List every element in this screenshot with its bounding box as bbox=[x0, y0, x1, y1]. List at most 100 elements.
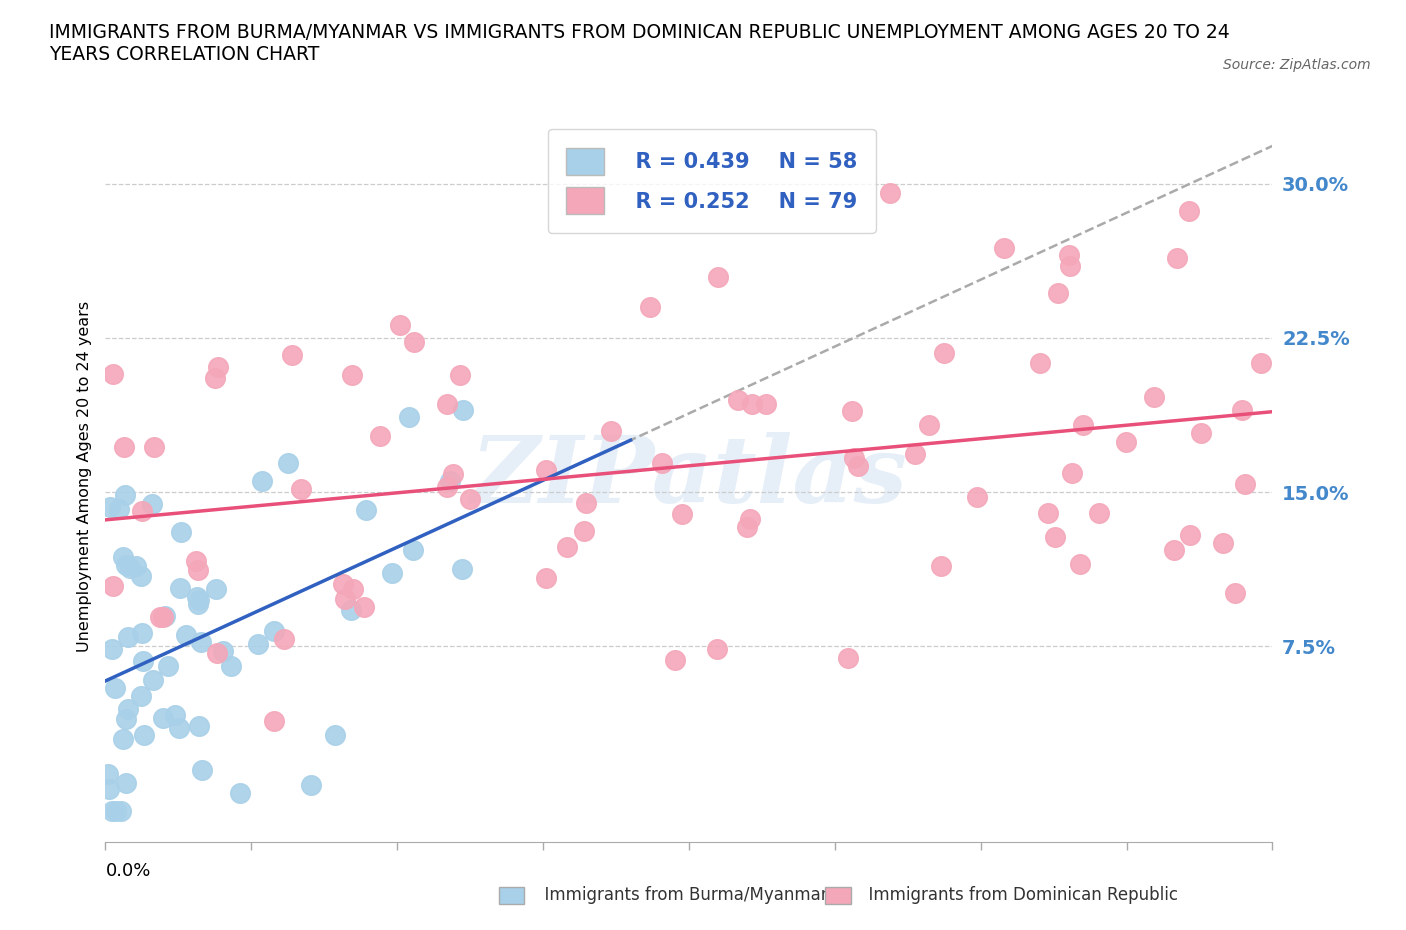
Point bbox=[97, 766, 120, 781]
Point bbox=[671, 506, 693, 521]
Point bbox=[129, 568, 152, 583]
Point bbox=[115, 776, 138, 790]
Point bbox=[100, 642, 122, 657]
Point bbox=[187, 718, 209, 733]
Point bbox=[98, 781, 121, 796]
Point bbox=[966, 490, 988, 505]
Point bbox=[1115, 435, 1137, 450]
Point bbox=[1057, 247, 1080, 262]
Point bbox=[188, 592, 211, 607]
Point bbox=[187, 563, 209, 578]
Point bbox=[281, 348, 304, 363]
Point bbox=[436, 396, 458, 411]
Text: 0.0%: 0.0% bbox=[105, 862, 150, 880]
Point bbox=[449, 367, 471, 382]
Point bbox=[1071, 418, 1094, 432]
Point bbox=[741, 396, 763, 411]
Point bbox=[152, 711, 174, 725]
Point bbox=[727, 392, 749, 407]
Point bbox=[738, 512, 761, 526]
Point bbox=[651, 456, 673, 471]
Text: IMMIGRANTS FROM BURMA/MYANMAR VS IMMIGRANTS FROM DOMINICAN REPUBLIC UNEMPLOYMENT: IMMIGRANTS FROM BURMA/MYANMAR VS IMMIGRA… bbox=[49, 23, 1230, 64]
Point bbox=[534, 570, 557, 585]
Point bbox=[846, 458, 869, 473]
Point bbox=[436, 479, 458, 494]
Point bbox=[451, 403, 474, 418]
Point bbox=[103, 578, 125, 593]
Point bbox=[1191, 425, 1213, 440]
Point bbox=[212, 644, 235, 658]
Point bbox=[263, 713, 285, 728]
Point bbox=[131, 654, 153, 669]
Point bbox=[98, 499, 121, 514]
Point bbox=[1043, 530, 1066, 545]
Point bbox=[190, 635, 212, 650]
Point bbox=[115, 558, 138, 573]
Point bbox=[575, 496, 598, 511]
Point bbox=[1038, 505, 1060, 520]
Point bbox=[246, 636, 269, 651]
Point bbox=[290, 482, 312, 497]
Point bbox=[735, 520, 758, 535]
Point bbox=[342, 367, 364, 382]
Point bbox=[143, 440, 166, 455]
Point bbox=[169, 581, 191, 596]
Point bbox=[1059, 259, 1081, 273]
Point bbox=[118, 561, 141, 576]
Point bbox=[381, 565, 404, 580]
Point bbox=[1046, 286, 1069, 300]
Point bbox=[114, 487, 136, 502]
Point bbox=[339, 603, 361, 618]
Point bbox=[219, 659, 242, 674]
Point bbox=[1178, 204, 1201, 219]
Point bbox=[117, 702, 139, 717]
Point bbox=[1178, 527, 1201, 542]
Point bbox=[389, 317, 412, 332]
Text: Immigrants from Dominican Republic: Immigrants from Dominican Republic bbox=[858, 885, 1178, 904]
Point bbox=[441, 466, 464, 481]
Point bbox=[117, 630, 139, 644]
Point bbox=[534, 462, 557, 477]
Point bbox=[353, 600, 375, 615]
Point bbox=[1212, 536, 1234, 551]
Point bbox=[398, 409, 420, 424]
Legend:   R = 0.439    N = 58,   R = 0.252    N = 79: R = 0.439 N = 58, R = 0.252 N = 79 bbox=[548, 129, 876, 232]
Point bbox=[273, 631, 295, 646]
Point bbox=[1088, 505, 1111, 520]
Point bbox=[125, 559, 148, 574]
Point bbox=[439, 473, 461, 488]
Point bbox=[207, 360, 229, 375]
Point bbox=[131, 625, 153, 640]
Point bbox=[844, 450, 866, 465]
Point bbox=[142, 672, 165, 687]
Point bbox=[167, 721, 190, 736]
Point bbox=[572, 524, 595, 538]
Point bbox=[917, 418, 939, 432]
Point bbox=[333, 591, 356, 606]
Point bbox=[1163, 543, 1185, 558]
Point bbox=[277, 456, 299, 471]
Point bbox=[104, 804, 127, 818]
Point bbox=[112, 440, 135, 455]
Point bbox=[129, 688, 152, 703]
Point bbox=[263, 623, 285, 638]
Point bbox=[111, 550, 134, 565]
Point bbox=[1250, 355, 1272, 370]
Point bbox=[187, 596, 209, 611]
Point bbox=[1029, 356, 1052, 371]
Point bbox=[149, 610, 172, 625]
Point bbox=[111, 732, 134, 747]
Point bbox=[332, 577, 354, 591]
Point bbox=[186, 590, 208, 604]
Point bbox=[101, 367, 124, 382]
Point bbox=[638, 300, 661, 315]
Point bbox=[205, 645, 228, 660]
Point bbox=[837, 651, 859, 666]
Point bbox=[204, 371, 226, 386]
Point bbox=[599, 423, 621, 438]
Point bbox=[706, 642, 728, 657]
Text: Source: ZipAtlas.com: Source: ZipAtlas.com bbox=[1223, 58, 1371, 72]
Point bbox=[165, 708, 187, 723]
Point bbox=[1230, 403, 1253, 418]
Point bbox=[299, 777, 322, 792]
